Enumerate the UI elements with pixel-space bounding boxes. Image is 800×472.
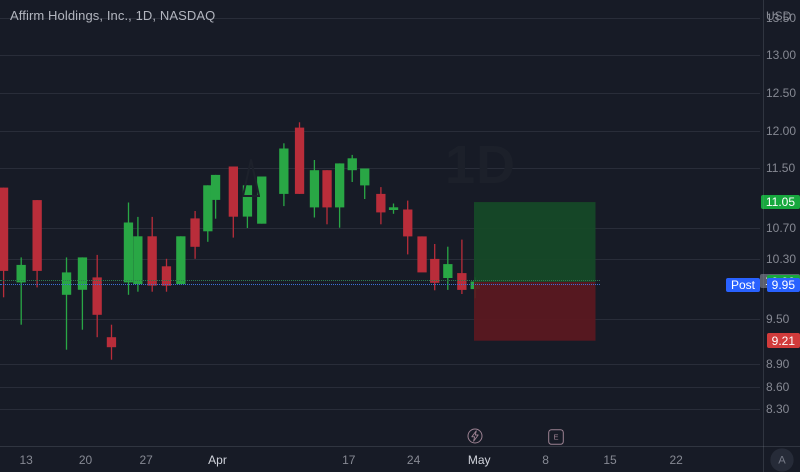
svg-text:A: A (778, 454, 786, 466)
svg-text:E: E (553, 433, 558, 442)
